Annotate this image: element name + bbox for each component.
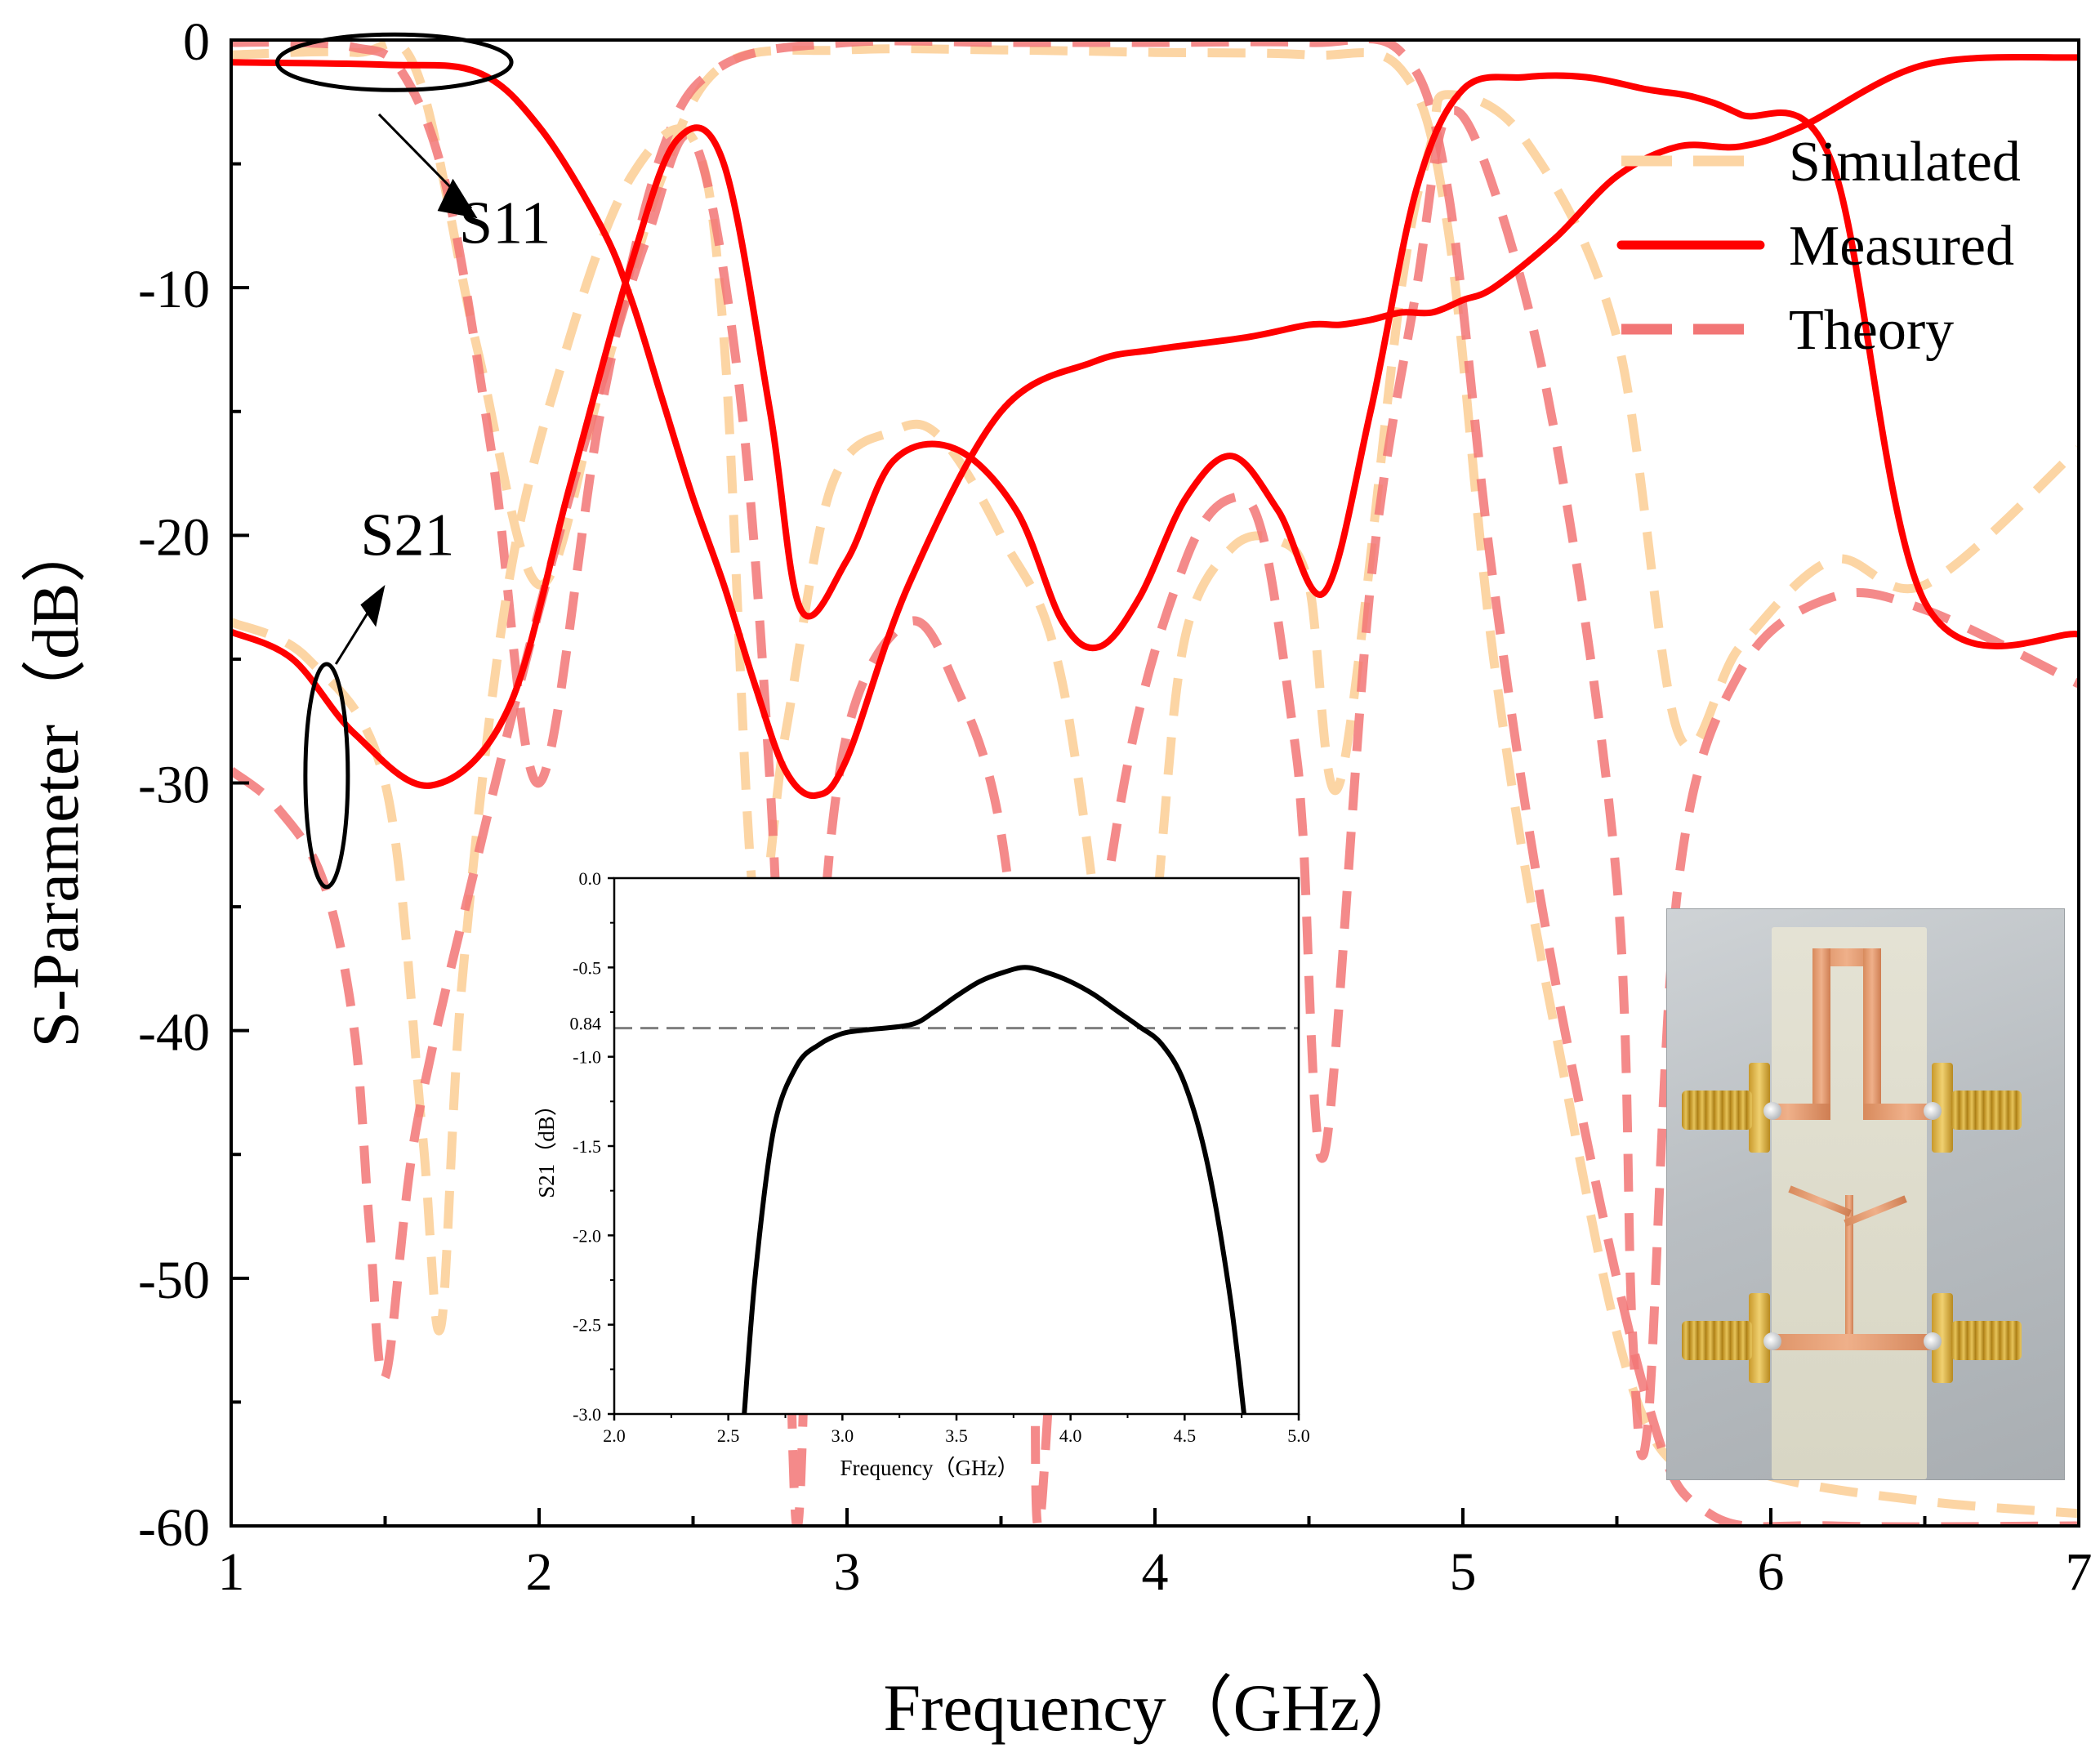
y-tick-label: 0 bbox=[183, 12, 210, 72]
series-line-measured-s11 bbox=[231, 72, 2079, 789]
legend-label-measured: Measured bbox=[1789, 215, 2014, 278]
s11-annotation-label: S11 bbox=[459, 190, 551, 256]
inset-x-tick-label: 4.5 bbox=[1174, 1425, 1197, 1446]
inset-y-tick-label: -1.5 bbox=[573, 1136, 601, 1157]
inset-x-tick-label: 4.0 bbox=[1059, 1425, 1082, 1446]
inset-x-tick-label: 5.0 bbox=[1287, 1425, 1310, 1446]
inset-y-tick-label: -3.0 bbox=[573, 1404, 601, 1425]
inset-x-tick-label: 2.0 bbox=[603, 1425, 626, 1446]
inset-x-tick-label: 2.5 bbox=[717, 1425, 740, 1446]
y-tick-label: -40 bbox=[138, 1003, 210, 1063]
y-tick-label: -10 bbox=[138, 260, 210, 319]
x-axis-title: Frequency（GHz） bbox=[884, 1670, 1427, 1745]
inset-background bbox=[614, 878, 1299, 1414]
inset-x-axis-title: Frequency（GHz） bbox=[840, 1456, 1019, 1480]
series-line-theory-s11 bbox=[231, 105, 2079, 1526]
y-tick-label: -30 bbox=[138, 756, 210, 815]
series-line-simulated-s21 bbox=[231, 40, 2079, 1519]
x-tick-label: 3 bbox=[834, 1542, 861, 1602]
s11-arrowhead bbox=[437, 178, 478, 219]
s21-marker-ellipse bbox=[303, 662, 350, 890]
inset-y-tick-label: -0.5 bbox=[573, 957, 601, 978]
s21-annotation-label: S21 bbox=[360, 502, 454, 569]
s11-marker-ellipse bbox=[275, 32, 514, 92]
inset-y-tick-label: -2.0 bbox=[573, 1225, 601, 1246]
inset-y-tick-label: -2.5 bbox=[573, 1315, 601, 1336]
x-tick-label: 1 bbox=[218, 1542, 245, 1602]
x-tick-label: 5 bbox=[1450, 1542, 1477, 1602]
inset-x-tick-label: 3.5 bbox=[945, 1425, 968, 1446]
series-line-simulated-s11 bbox=[231, 90, 2079, 1336]
inset-y-tick-label: -1.0 bbox=[573, 1047, 601, 1068]
inset-y-tick-label: 0.0 bbox=[579, 868, 602, 889]
x-tick-label: 2 bbox=[526, 1542, 553, 1602]
inset-x-tick-label: 3.0 bbox=[832, 1425, 854, 1446]
series-line-theory-s21 bbox=[231, 40, 2079, 1526]
legend-label-simulated: Simulated bbox=[1789, 131, 2021, 194]
x-tick-label: 7 bbox=[2066, 1542, 2093, 1602]
inset-y-axis-title: S21（dB） bbox=[534, 1094, 559, 1198]
x-tick-label: 4 bbox=[1142, 1542, 1169, 1602]
y-tick-label: -20 bbox=[138, 507, 210, 567]
pcb-filter-photo bbox=[1666, 908, 2065, 1480]
legend-label-theory: Theory bbox=[1789, 299, 1954, 362]
s21-arrowhead bbox=[360, 584, 386, 627]
y-tick-label: -60 bbox=[138, 1498, 210, 1558]
inset-series-line-s21 bbox=[742, 965, 1246, 1414]
inset-reference-label: 0.84 bbox=[570, 1014, 602, 1034]
y-tick-label: -50 bbox=[138, 1251, 210, 1310]
x-tick-label: 6 bbox=[1758, 1542, 1785, 1602]
y-axis-title: S-Parameter（dB） bbox=[20, 518, 92, 1048]
